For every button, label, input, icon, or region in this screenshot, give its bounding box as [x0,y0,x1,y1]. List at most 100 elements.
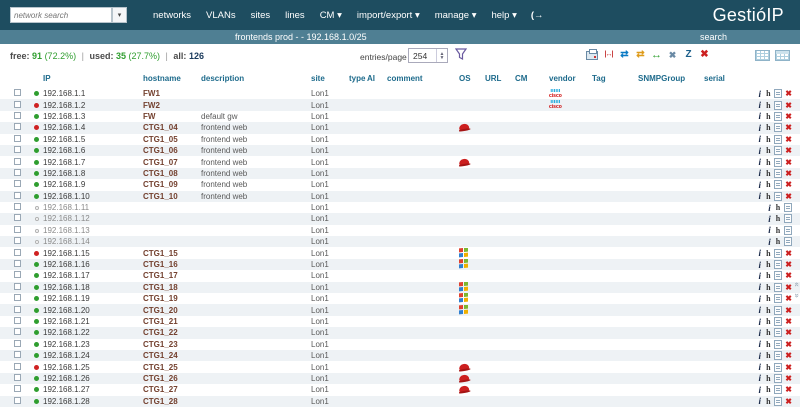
history-icon[interactable]: h [766,146,771,156]
entries-per-page-select[interactable]: 254 ▲ ▼ [408,48,448,63]
history-icon[interactable]: h [766,385,771,395]
history-icon[interactable]: h [766,282,771,292]
table-row[interactable]: 192.168.1.14 Lon1 i h [0,236,800,248]
info-icon[interactable]: i [758,282,762,293]
edit-icon[interactable] [774,111,783,121]
info-icon[interactable]: i [758,122,762,133]
edit-icon[interactable] [774,294,783,304]
menu-item-cm[interactable]: CM ▾ [319,9,342,21]
edit-icon[interactable] [774,180,783,190]
zone-icon[interactable]: Z [685,49,692,60]
delete-icon[interactable]: ✖ [785,317,792,326]
info-icon[interactable]: i [758,350,762,361]
info-icon[interactable]: i [758,145,762,156]
info-icon[interactable]: i [758,88,762,99]
edit-icon[interactable] [774,328,783,338]
row-checkbox[interactable] [14,100,21,108]
row-checkbox[interactable] [14,362,21,370]
edit-icon[interactable] [774,157,783,167]
edit-icon[interactable] [784,237,792,247]
history-icon[interactable]: h [766,396,771,406]
delete-icon[interactable]: ✖ [785,339,792,349]
delete-icon[interactable]: ✖ [785,282,792,292]
row-checkbox[interactable] [14,191,21,199]
history-icon[interactable]: h [766,294,771,304]
info-icon[interactable]: i [758,259,762,270]
history-icon[interactable]: h [775,237,781,247]
menu-item-networks[interactable]: networks [153,9,192,21]
table-row[interactable]: 192.168.1.12 Lon1 i h [0,213,800,225]
row-checkbox[interactable] [14,260,21,268]
info-icon[interactable]: i [758,100,762,111]
info-icon[interactable]: i [758,270,762,281]
table-row[interactable]: 192.168.1.21 CTG1_21 Lon1 i h ✖ [0,316,800,327]
table-row[interactable]: 192.168.1.27 CTG1_27 Lon1 i h ✖ [0,384,800,395]
delete-icon[interactable]: ✖ [785,134,792,144]
delete-icon[interactable]: ✖ [785,168,792,178]
col-header-description[interactable]: description [201,73,245,83]
history-icon[interactable]: h [766,168,771,178]
history-icon[interactable]: h [775,214,781,224]
table-row[interactable]: 192.168.1.13 Lon1 i h [0,225,800,236]
info-icon[interactable]: i [758,248,762,259]
move-network-icon[interactable]: ↔ [651,49,662,61]
history-icon[interactable]: h [775,225,781,235]
history-icon[interactable]: h [766,260,771,270]
table-row[interactable]: 192.168.1.1 FW1 Lon1 cisco i h ✖ [0,88,800,99]
row-checkbox[interactable] [14,294,21,302]
delete-icon[interactable]: ✖ [785,100,792,110]
col-header-site[interactable]: site [311,73,325,83]
row-checkbox[interactable] [14,282,21,290]
edit-icon[interactable] [774,89,783,99]
edit-icon[interactable] [784,203,792,213]
info-icon[interactable]: i [758,168,762,179]
col-header-os[interactable]: OS [459,73,471,83]
info-icon[interactable]: i [768,236,771,247]
table-row[interactable]: 192.168.1.18 CTG1_18 Lon1 i h ✖ [0,281,800,294]
row-checkbox[interactable] [14,203,21,211]
delete-icon[interactable]: ✖ [785,111,792,121]
row-checkbox[interactable] [14,385,21,393]
table-row[interactable]: 192.168.1.22 CTG1_22 Lon1 i h ✖ [0,327,800,339]
row-checkbox[interactable] [14,214,21,222]
info-icon[interactable]: i [758,305,762,316]
col-header-serial[interactable]: serial [704,73,725,83]
info-icon[interactable]: i [758,316,762,327]
history-icon[interactable]: h [766,134,771,144]
scroll-down-icon[interactable]: » [792,293,800,297]
edit-icon[interactable] [784,225,792,235]
edit-icon[interactable] [774,271,783,281]
table-row[interactable]: 192.168.1.10 CTG1_10 frontend web Lon1 i… [0,190,800,202]
edit-icon[interactable] [774,260,783,270]
info-icon[interactable]: i [758,157,762,168]
row-checkbox[interactable] [14,396,21,404]
logout-icon[interactable]: (→ [530,9,544,21]
row-checkbox[interactable] [14,328,21,336]
table-row[interactable]: 192.168.1.5 CTG1_05 frontend web Lon1 i … [0,134,800,145]
history-icon[interactable]: h [766,317,771,326]
history-icon[interactable]: h [766,328,771,338]
col-header-type[interactable]: type [349,73,366,83]
row-checkbox[interactable] [14,146,21,154]
row-checkbox[interactable] [14,89,21,97]
table-row[interactable]: 192.168.1.19 CTG1_19 Lon1 i h ✖ [0,293,800,304]
menu-item-help[interactable]: help ▾ [491,9,517,21]
info-icon[interactable]: i [758,293,762,304]
table-row[interactable]: 192.168.1.17 CTG1_17 Lon1 i h ✖ [0,270,800,281]
col-header-url[interactable]: URL [485,73,502,83]
col-header-cm[interactable]: CM [515,73,528,83]
menu-item-manage[interactable]: manage ▾ [434,9,477,21]
delete-icon[interactable]: ✖ [785,373,792,383]
history-icon[interactable]: h [775,203,781,213]
table-row[interactable]: 192.168.1.4 CTG1_04 frontend web Lon1 i … [0,122,800,134]
edit-icon[interactable] [774,373,783,383]
edit-icon[interactable] [774,123,783,133]
info-icon[interactable]: i [768,213,771,224]
edit-icon[interactable] [774,168,783,178]
grid-view-alt-icon[interactable] [775,50,790,61]
copy-network-icon[interactable]: ⇄ [636,49,645,60]
history-icon[interactable]: h [766,339,771,349]
row-checkbox[interactable] [14,111,21,119]
grid-view-icon[interactable] [755,50,770,61]
spinner-arrows-icon[interactable]: ▲ ▼ [436,49,447,62]
